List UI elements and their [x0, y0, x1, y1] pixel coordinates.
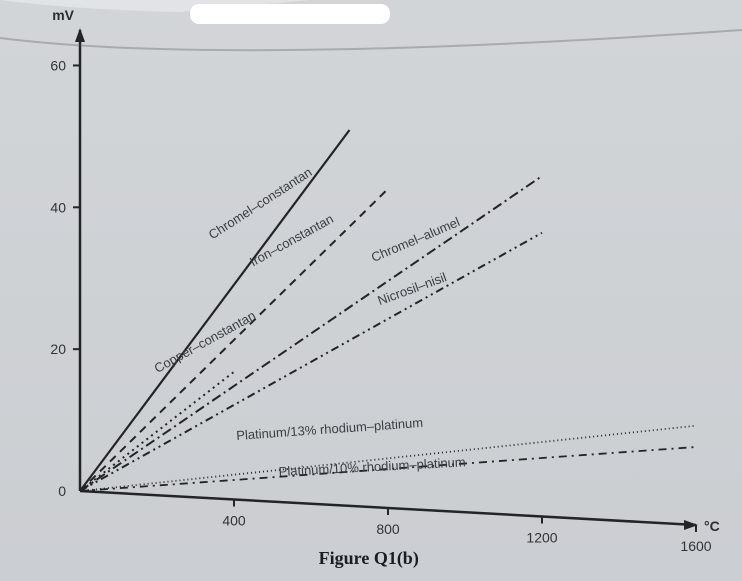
x-tick-label: 800 — [376, 521, 400, 537]
redaction-mark — [190, 4, 390, 24]
x-tick-label: 400 — [222, 513, 246, 529]
y-tick-label: 20 — [50, 341, 66, 357]
y-tick-label: 0 — [58, 483, 66, 499]
figure-caption: Figure Q1(b) — [319, 548, 419, 569]
y-tick-label: 60 — [50, 57, 66, 73]
x-tick-label: 1200 — [526, 530, 557, 546]
x-tick-label: 1600 — [680, 538, 711, 554]
thermocouple-emf-chart: 204060400800120016000mV°CChromel–constan… — [0, 0, 742, 581]
x-axis-label: °C — [704, 518, 720, 534]
y-tick-label: 40 — [50, 199, 66, 215]
y-axis-label: mV — [52, 7, 74, 23]
